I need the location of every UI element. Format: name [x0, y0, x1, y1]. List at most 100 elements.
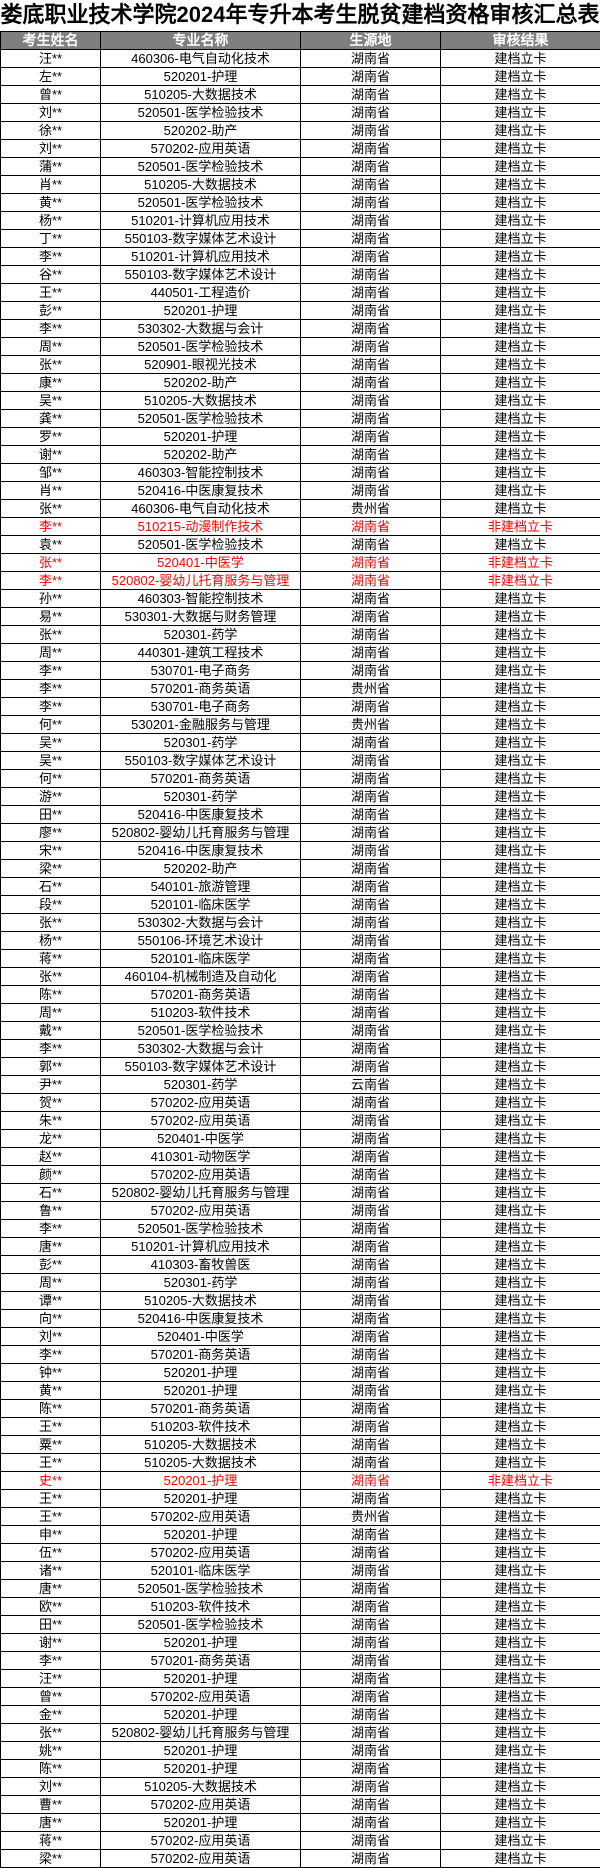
major-cell: 520802-婴幼儿托育服务与管理 — [101, 1184, 301, 1202]
major-cell: 550103-数字媒体艺术设计 — [101, 230, 301, 248]
result-cell: 建档立卡 — [441, 1454, 600, 1472]
table-row: 戴**520501-医学检验技术湖南省建档立卡 — [1, 1022, 600, 1040]
result-cell: 建档立卡 — [441, 806, 600, 824]
candidate-name-cell: 刘** — [1, 1328, 101, 1346]
result-cell: 建档立卡 — [441, 1508, 600, 1526]
major-cell: 550103-数字媒体艺术设计 — [101, 266, 301, 284]
table-row: 张**520301-药学湖南省建档立卡 — [1, 626, 600, 644]
result-cell: 建档立卡 — [441, 1202, 600, 1220]
origin-cell: 湖南省 — [301, 1544, 441, 1562]
candidate-name-cell: 曾** — [1, 1688, 101, 1706]
table-row: 金**520201-护理湖南省建档立卡 — [1, 1706, 600, 1724]
candidate-name-cell: 石** — [1, 878, 101, 896]
table-row: 张**520401-中医学湖南省非建档立卡 — [1, 554, 600, 572]
origin-cell: 湖南省 — [301, 140, 441, 158]
major-cell: 570202-应用英语 — [101, 1544, 301, 1562]
major-cell: 530701-电子商务 — [101, 698, 301, 716]
result-cell: 建档立卡 — [441, 1292, 600, 1310]
candidate-name-cell: 石** — [1, 1184, 101, 1202]
origin-cell: 湖南省 — [301, 518, 441, 536]
major-cell: 520201-护理 — [101, 1364, 301, 1382]
origin-cell: 湖南省 — [301, 428, 441, 446]
candidate-name-cell: 王** — [1, 1508, 101, 1526]
candidate-name-cell: 李** — [1, 572, 101, 590]
candidate-name-cell: 陈** — [1, 986, 101, 1004]
candidate-name-cell: 陈** — [1, 1760, 101, 1778]
origin-cell: 湖南省 — [301, 1094, 441, 1112]
candidate-name-cell: 史** — [1, 1472, 101, 1490]
origin-cell: 湖南省 — [301, 1742, 441, 1760]
result-cell: 建档立卡 — [441, 464, 600, 482]
origin-cell: 湖南省 — [301, 1454, 441, 1472]
major-cell: 460306-电气自动化技术 — [101, 500, 301, 518]
major-cell: 570202-应用英语 — [101, 1832, 301, 1850]
table-row: 史**520201-护理湖南省非建档立卡 — [1, 1472, 600, 1490]
candidate-name-cell: 李** — [1, 1652, 101, 1670]
result-cell: 建档立卡 — [441, 932, 600, 950]
table-row: 梁**520202-助产湖南省建档立卡 — [1, 860, 600, 878]
result-cell: 建档立卡 — [441, 1166, 600, 1184]
origin-cell: 湖南省 — [301, 986, 441, 1004]
candidate-name-cell: 王** — [1, 284, 101, 302]
origin-cell: 湖南省 — [301, 212, 441, 230]
candidate-name-cell: 张** — [1, 500, 101, 518]
candidate-name-cell: 蒋** — [1, 1832, 101, 1850]
table-row: 何**570201-商务英语湖南省建档立卡 — [1, 770, 600, 788]
table-row: 田**520501-医学检验技术湖南省建档立卡 — [1, 1616, 600, 1634]
candidate-name-cell: 陈** — [1, 1400, 101, 1418]
table-row: 杨**510201-计算机应用技术湖南省建档立卡 — [1, 212, 600, 230]
major-cell: 530701-电子商务 — [101, 662, 301, 680]
result-cell: 建档立卡 — [441, 878, 600, 896]
origin-cell: 湖南省 — [301, 860, 441, 878]
major-cell: 520301-药学 — [101, 734, 301, 752]
result-cell: 建档立卡 — [441, 842, 600, 860]
candidate-name-cell: 唐** — [1, 1580, 101, 1598]
table-row: 康**520202-助产湖南省建档立卡 — [1, 374, 600, 392]
table-row: 宋**520416-中医康复技术湖南省建档立卡 — [1, 842, 600, 860]
result-cell: 建档立卡 — [441, 1724, 600, 1742]
origin-cell: 湖南省 — [301, 1184, 441, 1202]
origin-cell: 湖南省 — [301, 1562, 441, 1580]
major-cell: 540101-旅游管理 — [101, 878, 301, 896]
table-row: 朱**570202-应用英语湖南省建档立卡 — [1, 1112, 600, 1130]
result-cell: 建档立卡 — [441, 176, 600, 194]
result-cell: 建档立卡 — [441, 950, 600, 968]
candidate-name-cell: 戴** — [1, 1022, 101, 1040]
table-row: 刘**510205-大数据技术湖南省建档立卡 — [1, 1778, 600, 1796]
origin-cell: 湖南省 — [301, 572, 441, 590]
candidate-name-cell: 李** — [1, 1220, 101, 1238]
origin-cell: 湖南省 — [301, 1202, 441, 1220]
candidate-name-cell: 谢** — [1, 1634, 101, 1652]
table-row: 王**440501-工程造价湖南省建档立卡 — [1, 284, 600, 302]
candidate-name-cell: 周** — [1, 338, 101, 356]
major-cell: 520201-护理 — [101, 1634, 301, 1652]
major-cell: 520416-中医康复技术 — [101, 842, 301, 860]
result-cell: 建档立卡 — [441, 68, 600, 86]
table-row: 张**460104-机械制造及自动化湖南省建档立卡 — [1, 968, 600, 986]
major-cell: 520101-临床医学 — [101, 896, 301, 914]
candidate-name-cell: 段** — [1, 896, 101, 914]
origin-cell: 湖南省 — [301, 1418, 441, 1436]
major-cell: 520101-临床医学 — [101, 1562, 301, 1580]
result-cell: 建档立卡 — [441, 1400, 600, 1418]
table-row: 唐**520501-医学检验技术湖南省建档立卡 — [1, 1580, 600, 1598]
candidate-name-cell: 诸** — [1, 1562, 101, 1580]
result-cell: 建档立卡 — [441, 680, 600, 698]
origin-cell: 湖南省 — [301, 464, 441, 482]
result-cell: 建档立卡 — [441, 662, 600, 680]
table-row: 段**520101-临床医学湖南省建档立卡 — [1, 896, 600, 914]
major-cell: 510205-大数据技术 — [101, 1292, 301, 1310]
result-cell: 建档立卡 — [441, 1058, 600, 1076]
major-cell: 510205-大数据技术 — [101, 86, 301, 104]
table-row: 欧**510203-软件技术湖南省建档立卡 — [1, 1598, 600, 1616]
major-cell: 520401-中医学 — [101, 554, 301, 572]
candidate-name-cell: 谷** — [1, 266, 101, 284]
result-cell: 建档立卡 — [441, 788, 600, 806]
candidate-name-cell: 姚** — [1, 1742, 101, 1760]
candidate-name-cell: 吴** — [1, 734, 101, 752]
candidate-name-cell: 田** — [1, 1616, 101, 1634]
origin-cell: 贵州省 — [301, 1508, 441, 1526]
major-cell: 520201-护理 — [101, 1760, 301, 1778]
major-cell: 520201-护理 — [101, 1526, 301, 1544]
